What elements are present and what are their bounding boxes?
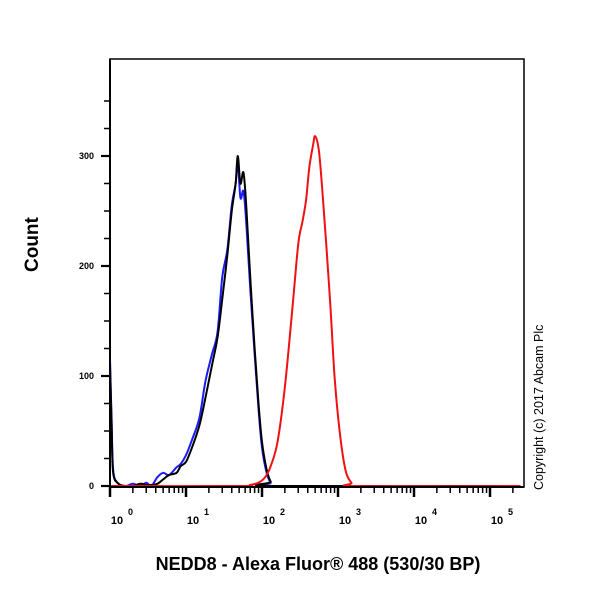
- series-line-2: [109, 135, 521, 488]
- svg-text:4: 4: [432, 507, 437, 517]
- svg-text:10: 10: [111, 515, 123, 527]
- x-tick-label: 10 3: [339, 507, 361, 527]
- y-tick-label: 200: [79, 261, 94, 271]
- x-tick-label: 10 4: [415, 507, 437, 527]
- svg-text:5: 5: [508, 507, 513, 517]
- y-tick-label: 100: [79, 371, 94, 381]
- svg-text:1: 1: [204, 507, 209, 517]
- svg-text:10: 10: [415, 515, 427, 527]
- svg-text:10: 10: [339, 515, 351, 527]
- x-tick-label: 10 5: [491, 507, 513, 527]
- plot-frame: [109, 58, 525, 488]
- x-axis-label: NEDD8 - Alexa Fluor® 488 (530/30 BP): [155, 554, 481, 574]
- series-line-1: [109, 155, 521, 488]
- series-layer: [109, 135, 521, 488]
- y-axis-label: Count: [22, 217, 43, 272]
- y-tick-label: 300: [79, 151, 94, 161]
- y-tick-label: 0: [89, 481, 94, 491]
- y-axis: 0 100 200 300: [79, 100, 110, 491]
- svg-text:10: 10: [187, 515, 199, 527]
- x-tick-label: 10 0: [111, 507, 133, 527]
- x-tick-label: 10 1: [187, 507, 209, 527]
- copyright-notice: Copyright (c) 2017 Abcam Plc: [532, 324, 546, 490]
- svg-text:2: 2: [280, 507, 285, 517]
- svg-text:10: 10: [263, 515, 275, 527]
- x-tick-label: 10 2: [263, 507, 285, 527]
- svg-text:3: 3: [356, 507, 361, 517]
- svg-text:10: 10: [491, 515, 503, 527]
- x-axis: 10 0 10 1 10 2 10 3 10 4 10 5: [108, 487, 514, 527]
- svg-text:0: 0: [128, 507, 133, 517]
